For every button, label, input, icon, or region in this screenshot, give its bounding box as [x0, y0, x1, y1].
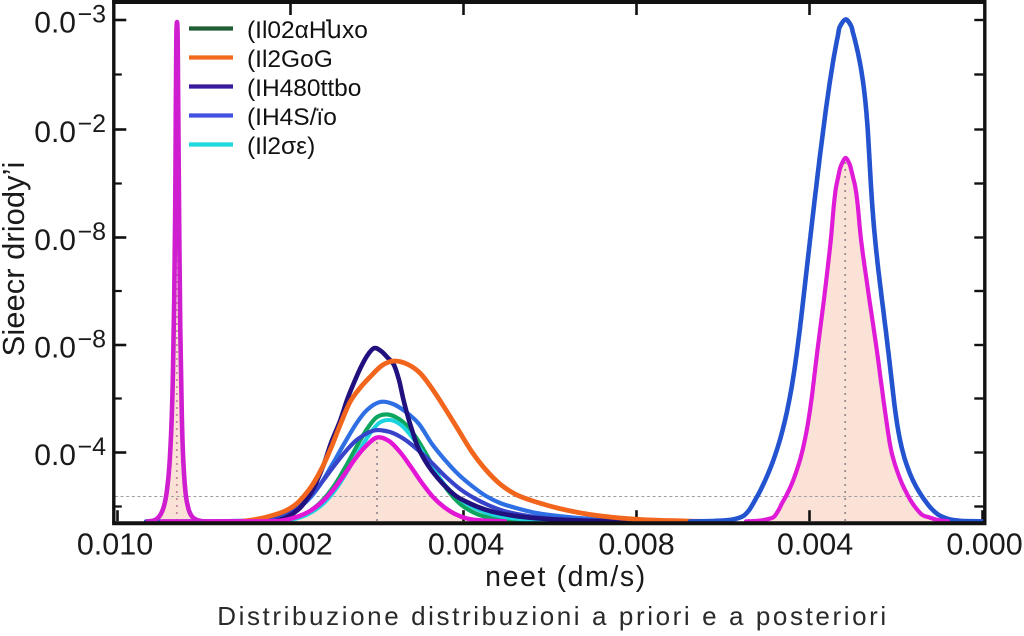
svg-text:0.0: 0.0: [34, 224, 76, 257]
svg-text:(Il2σε): (Il2σε): [247, 133, 315, 160]
svg-text:neet (dm/s): neet (dm/s): [485, 561, 647, 593]
svg-text:0.0: 0.0: [34, 332, 76, 365]
svg-text:0.008: 0.008: [598, 528, 674, 562]
svg-text:−8: −8: [78, 326, 107, 354]
svg-text:0.010: 0.010: [77, 528, 153, 562]
svg-text:−8: −8: [78, 218, 107, 246]
svg-text:0.0: 0.0: [34, 439, 76, 472]
svg-text:0.004: 0.004: [777, 528, 853, 562]
svg-text:0.0: 0.0: [34, 116, 76, 149]
svg-text:(Il2GoG: (Il2GoG: [247, 46, 333, 73]
svg-text:−3: −3: [78, 1, 107, 29]
svg-text:Sieecr driody’i: Sieecr driody’i: [0, 162, 31, 357]
svg-text:Distribuzione distribuzioni a: Distribuzione distribuzioni a priori e a…: [217, 601, 889, 631]
svg-text:(Il02αHնxo: (Il02αHնxo: [247, 17, 368, 44]
svg-text:(IH480ttbo: (IH480ttbo: [247, 75, 361, 102]
svg-text:−4: −4: [78, 433, 107, 461]
svg-text:0.000: 0.000: [946, 528, 1022, 562]
svg-text:0.0: 0.0: [34, 7, 76, 40]
svg-text:0.004: 0.004: [428, 528, 504, 562]
svg-text:(IH4S/ïo: (IH4S/ïo: [247, 104, 337, 131]
svg-text:0.002: 0.002: [256, 528, 332, 562]
svg-text:−2: −2: [78, 110, 107, 138]
